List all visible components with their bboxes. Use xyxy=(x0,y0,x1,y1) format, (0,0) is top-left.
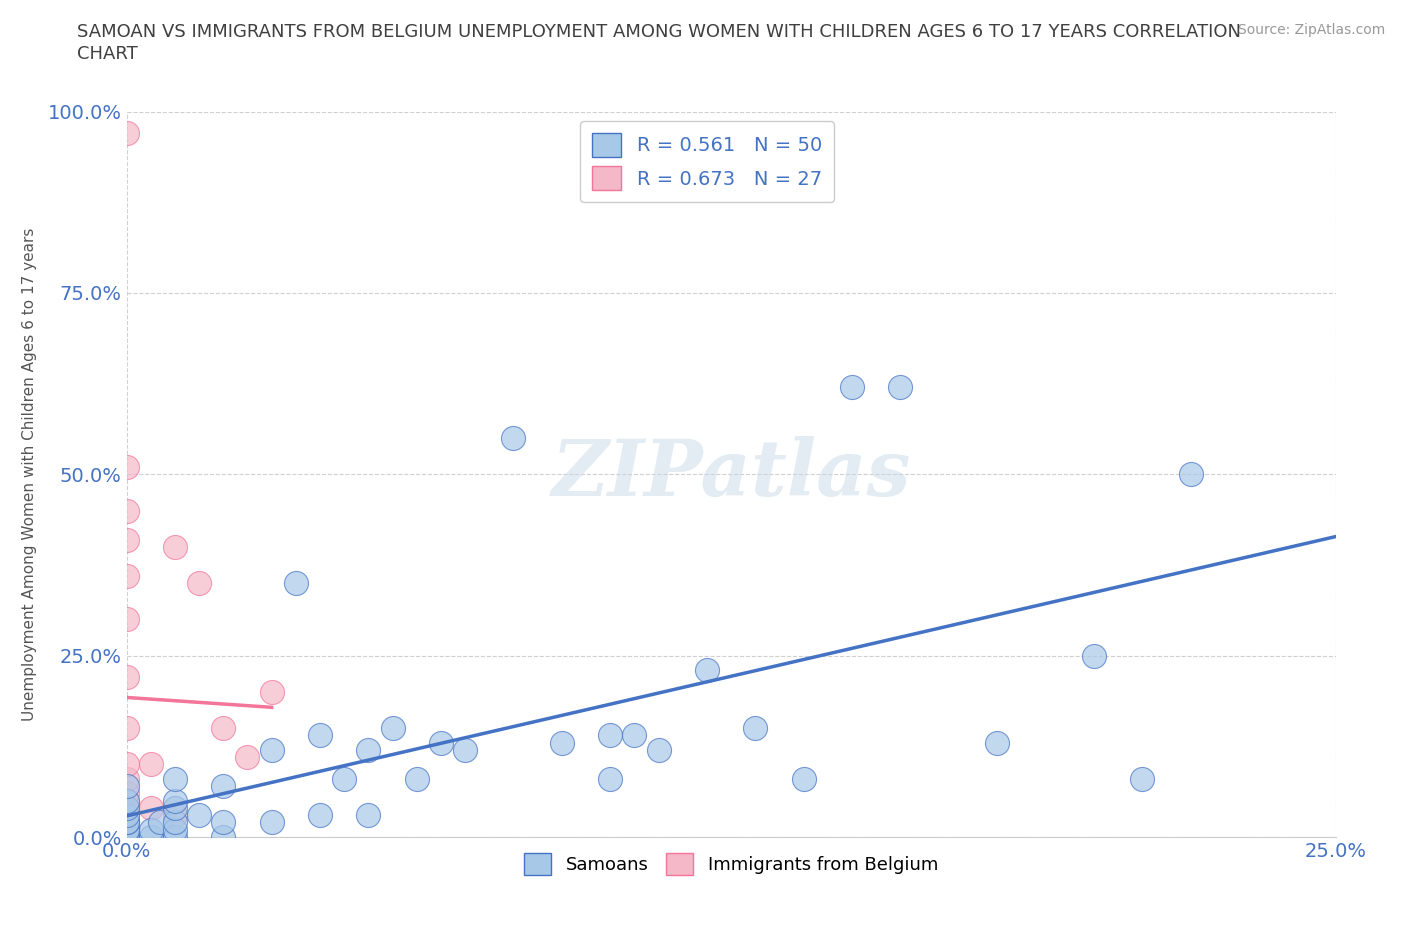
Point xyxy=(115,830,138,844)
Point xyxy=(793,772,815,787)
Point xyxy=(115,815,138,830)
Point xyxy=(115,830,138,844)
Point xyxy=(115,772,138,787)
Point xyxy=(986,736,1008,751)
Point xyxy=(139,801,162,816)
Point xyxy=(115,801,138,816)
Point xyxy=(163,772,186,787)
Text: Source: ZipAtlas.com: Source: ZipAtlas.com xyxy=(1237,23,1385,37)
Point xyxy=(149,815,172,830)
Point xyxy=(115,822,138,837)
Point xyxy=(163,539,186,554)
Point xyxy=(284,576,307,591)
Point xyxy=(139,830,162,844)
Point xyxy=(841,379,863,394)
Point xyxy=(139,757,162,772)
Text: ZIPatlas: ZIPatlas xyxy=(551,436,911,512)
Point xyxy=(212,721,235,736)
Point xyxy=(599,772,621,787)
Point xyxy=(115,778,138,793)
Point xyxy=(212,830,235,844)
Point xyxy=(115,815,138,830)
Point xyxy=(309,808,332,823)
Point xyxy=(260,742,283,757)
Point xyxy=(381,721,404,736)
Point xyxy=(163,830,186,844)
Point xyxy=(115,808,138,823)
Point xyxy=(115,822,138,837)
Point xyxy=(115,793,138,808)
Point xyxy=(1130,772,1153,787)
Point xyxy=(1180,467,1202,482)
Point xyxy=(163,815,186,830)
Point xyxy=(623,728,645,743)
Point xyxy=(551,736,574,751)
Text: CHART: CHART xyxy=(77,45,138,62)
Y-axis label: Unemployment Among Women with Children Ages 6 to 17 years: Unemployment Among Women with Children A… xyxy=(21,228,37,721)
Point xyxy=(188,576,211,591)
Point xyxy=(115,568,138,583)
Point xyxy=(430,736,453,751)
Point xyxy=(115,793,138,808)
Point xyxy=(309,728,332,743)
Point xyxy=(115,830,138,844)
Point xyxy=(212,778,235,793)
Point xyxy=(115,670,138,684)
Point xyxy=(163,801,186,816)
Point xyxy=(115,830,138,844)
Point xyxy=(115,532,138,547)
Point xyxy=(188,808,211,823)
Point xyxy=(115,786,138,801)
Point xyxy=(115,612,138,627)
Point xyxy=(405,772,427,787)
Point xyxy=(357,808,380,823)
Point xyxy=(115,459,138,474)
Point xyxy=(115,757,138,772)
Point xyxy=(236,750,259,764)
Text: SAMOAN VS IMMIGRANTS FROM BELGIUM UNEMPLOYMENT AMONG WOMEN WITH CHILDREN AGES 6 : SAMOAN VS IMMIGRANTS FROM BELGIUM UNEMPL… xyxy=(77,23,1241,41)
Point xyxy=(599,728,621,743)
Point xyxy=(115,815,138,830)
Point xyxy=(163,793,186,808)
Point xyxy=(115,808,138,823)
Point xyxy=(115,830,138,844)
Point xyxy=(163,822,186,837)
Point xyxy=(115,721,138,736)
Point xyxy=(333,772,356,787)
Point xyxy=(115,126,138,140)
Point xyxy=(357,742,380,757)
Point xyxy=(163,808,186,823)
Point xyxy=(212,815,235,830)
Point xyxy=(1083,648,1105,663)
Point xyxy=(115,801,138,816)
Point xyxy=(260,684,283,699)
Point xyxy=(502,431,524,445)
Point xyxy=(696,663,718,678)
Point xyxy=(647,742,669,757)
Point xyxy=(115,503,138,518)
Point xyxy=(889,379,911,394)
Point xyxy=(115,822,138,837)
Point xyxy=(139,822,162,837)
Legend: Samoans, Immigrants from Belgium: Samoans, Immigrants from Belgium xyxy=(517,846,945,883)
Point xyxy=(260,815,283,830)
Point xyxy=(744,721,766,736)
Point xyxy=(454,742,477,757)
